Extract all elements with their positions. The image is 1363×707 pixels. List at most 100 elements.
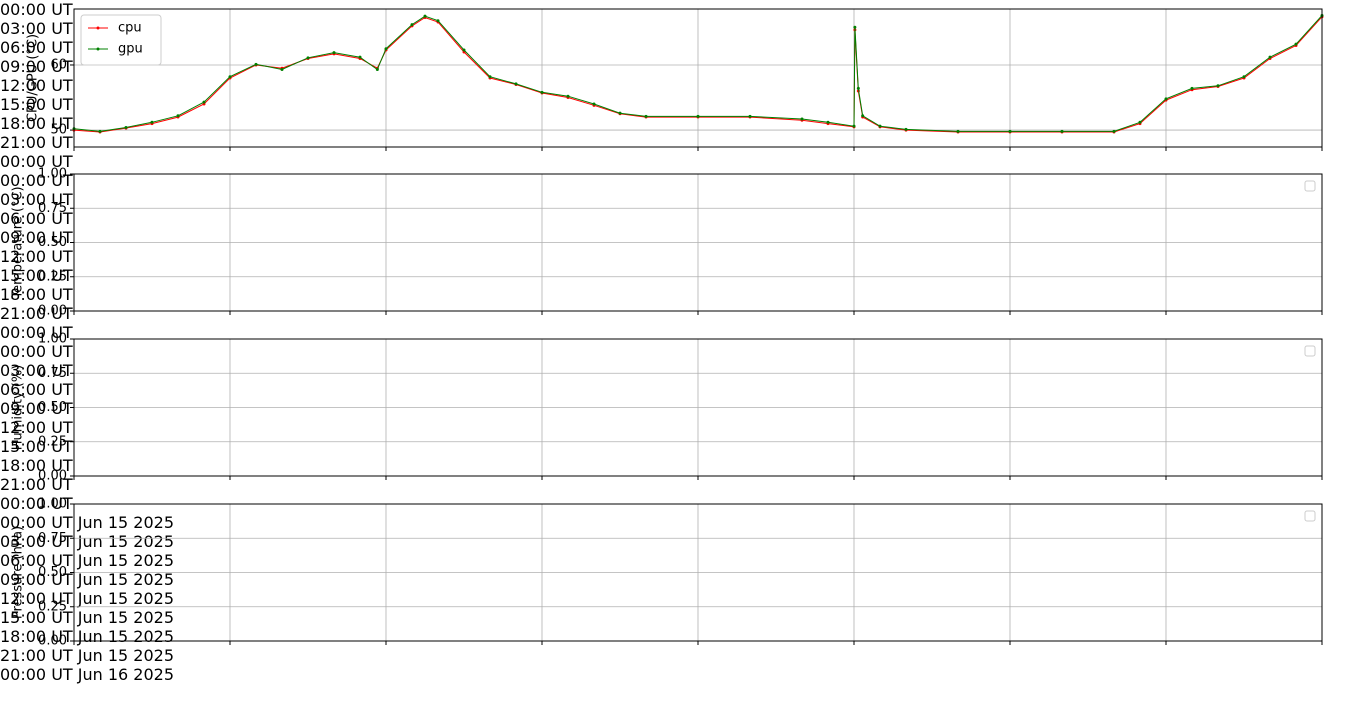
x-tick-label: 15:00 UT: [0, 437, 73, 456]
series-point: [306, 56, 310, 60]
x-tick-label: 21:00 UT: [0, 475, 73, 494]
y-tick-label: 60: [50, 57, 67, 72]
series-point: [358, 55, 362, 59]
x-tick-label: 18:00 UT: [0, 114, 73, 133]
y-tick-label: 0.25: [38, 434, 67, 449]
legend-label: cpu: [118, 21, 142, 36]
y-tick-label: 0.00: [38, 634, 67, 649]
series-point: [514, 82, 518, 86]
series-point: [228, 75, 232, 79]
series-point: [956, 129, 960, 133]
series-point: [592, 102, 596, 106]
y-axis-label: Humidity (%): [11, 365, 26, 451]
x-tick-label: 09:00 UT: [0, 57, 73, 76]
x-tick-label: 06:00 UT: [0, 209, 73, 228]
y-tick-label: 50: [50, 123, 67, 138]
series-point: [540, 90, 544, 94]
series-point: [124, 125, 128, 129]
y-tick-label: 0.50: [38, 565, 67, 580]
series-point: [748, 114, 752, 118]
y-tick-label: 0.50: [38, 400, 67, 415]
x-tick-label: 00:00 UT: [0, 342, 73, 361]
legend-marker: [96, 26, 100, 30]
series-point: [1060, 129, 1064, 133]
x-tick-label: 09:00 UT: [0, 399, 73, 418]
series-point: [150, 120, 154, 124]
series-point: [1216, 84, 1220, 88]
x-tick-label: 09:00 UT: [0, 228, 73, 247]
x-tick-label: 00:00 UT Jun 15 2025: [0, 513, 175, 532]
x-tick-label: 00:00 UT: [0, 152, 73, 171]
x-tick-label: 06:00 UT: [0, 380, 73, 399]
series-point: [202, 100, 206, 104]
x-tick-label: 15:00 UT: [0, 95, 73, 114]
series-point: [1268, 55, 1272, 59]
x-tick-label: 12:00 UT Jun 15 2025: [0, 589, 175, 608]
x-tick-label: 06:00 UT: [0, 38, 73, 57]
y-tick-label: 1.00: [38, 167, 67, 182]
y-tick-label: 0.00: [38, 304, 67, 319]
y-tick-label: 0.25: [38, 269, 67, 284]
series-point: [254, 62, 258, 66]
x-tick-label: 18:00 UT: [0, 285, 73, 304]
series-point: [618, 111, 622, 115]
series-point: [856, 86, 860, 90]
y-tick-label: 0.00: [38, 469, 67, 484]
series-point: [384, 47, 388, 51]
x-tick-label: 12:00 UT: [0, 76, 73, 95]
x-tick-label: 03:00 UT Jun 15 2025: [0, 532, 175, 551]
y-tick-label: 0.25: [38, 599, 67, 614]
legend-box: [1304, 345, 1316, 357]
series-point: [800, 117, 804, 121]
axes-frame: [73, 503, 1323, 642]
series-point: [878, 124, 882, 128]
x-tick-label: 03:00 UT: [0, 190, 73, 209]
y-tick-label: 0.75: [38, 366, 67, 381]
series-point: [332, 51, 336, 55]
x-tick-label: 00:00 UT Jun 16 2025: [0, 665, 175, 684]
legend-box: [1304, 180, 1316, 192]
series-point: [852, 124, 856, 128]
legend-box: [1304, 510, 1316, 522]
series-point: [1008, 129, 1012, 133]
series-point: [644, 114, 648, 118]
series-point: [696, 114, 700, 118]
x-tick-label: 09:00 UT Jun 15 2025: [0, 570, 175, 589]
y-axis-label: CPU/GPU (°C): [26, 34, 41, 122]
series-point: [853, 25, 857, 29]
x-tick-label: 00:00 UT: [0, 171, 73, 190]
x-tick-label: 00:00 UT: [0, 323, 73, 342]
x-tick-label: 21:00 UT: [0, 133, 73, 152]
x-tick-label: 15:00 UT Jun 15 2025: [0, 608, 175, 627]
y-axis-label: Temperature (°C): [11, 186, 26, 299]
series-point: [436, 19, 440, 23]
x-tick-label: 21:00 UT Jun 15 2025: [0, 646, 175, 665]
x-tick-label: 06:00 UT Jun 15 2025: [0, 551, 175, 570]
y-tick-label: 0.50: [38, 235, 67, 250]
x-tick-label: 12:00 UT: [0, 418, 73, 437]
y-axis-label: Pressure (hPa): [11, 526, 26, 619]
x-tick-label: 18:00 UT: [0, 456, 73, 475]
series-point: [1112, 129, 1116, 133]
legend-marker: [96, 47, 100, 51]
series-point: [566, 94, 570, 98]
series-point: [176, 114, 180, 118]
series-point: [462, 48, 466, 52]
series-point: [1190, 86, 1194, 90]
x-tick-label: 03:00 UT: [0, 19, 73, 38]
series-point: [1242, 75, 1246, 79]
series-point: [280, 68, 284, 72]
series-point: [410, 23, 414, 27]
y-tick-label: 0.75: [38, 531, 67, 546]
x-tick-label: 03:00 UT: [0, 361, 73, 380]
legend-label: gpu: [118, 42, 143, 57]
y-tick-label: 1.00: [38, 497, 67, 512]
series-point: [1138, 120, 1142, 124]
x-tick-label: 15:00 UT: [0, 266, 73, 285]
x-tick-label: 21:00 UT: [0, 304, 73, 323]
series-point: [98, 129, 102, 133]
series-point: [1164, 97, 1168, 101]
x-tick-label: 12:00 UT: [0, 247, 73, 266]
